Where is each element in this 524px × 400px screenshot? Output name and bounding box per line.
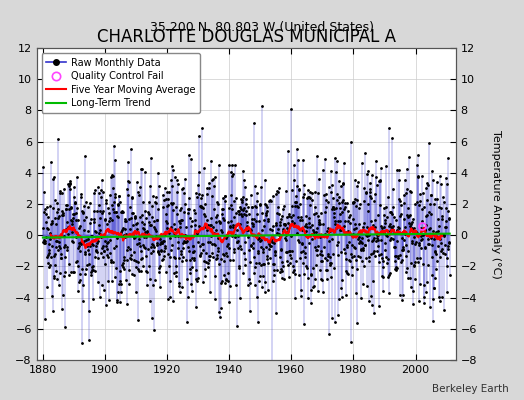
Title: CHARLOTTE DOUGLAS MUNICIPAL A: CHARLOTTE DOUGLAS MUNICIPAL A <box>97 28 396 46</box>
Text: 35.200 N, 80.803 W (United States): 35.200 N, 80.803 W (United States) <box>150 22 374 34</box>
Y-axis label: Temperature Anomaly (°C): Temperature Anomaly (°C) <box>491 130 501 278</box>
Text: Berkeley Earth: Berkeley Earth <box>432 384 508 394</box>
Legend: Raw Monthly Data, Quality Control Fail, Five Year Moving Average, Long-Term Tren: Raw Monthly Data, Quality Control Fail, … <box>41 53 200 113</box>
